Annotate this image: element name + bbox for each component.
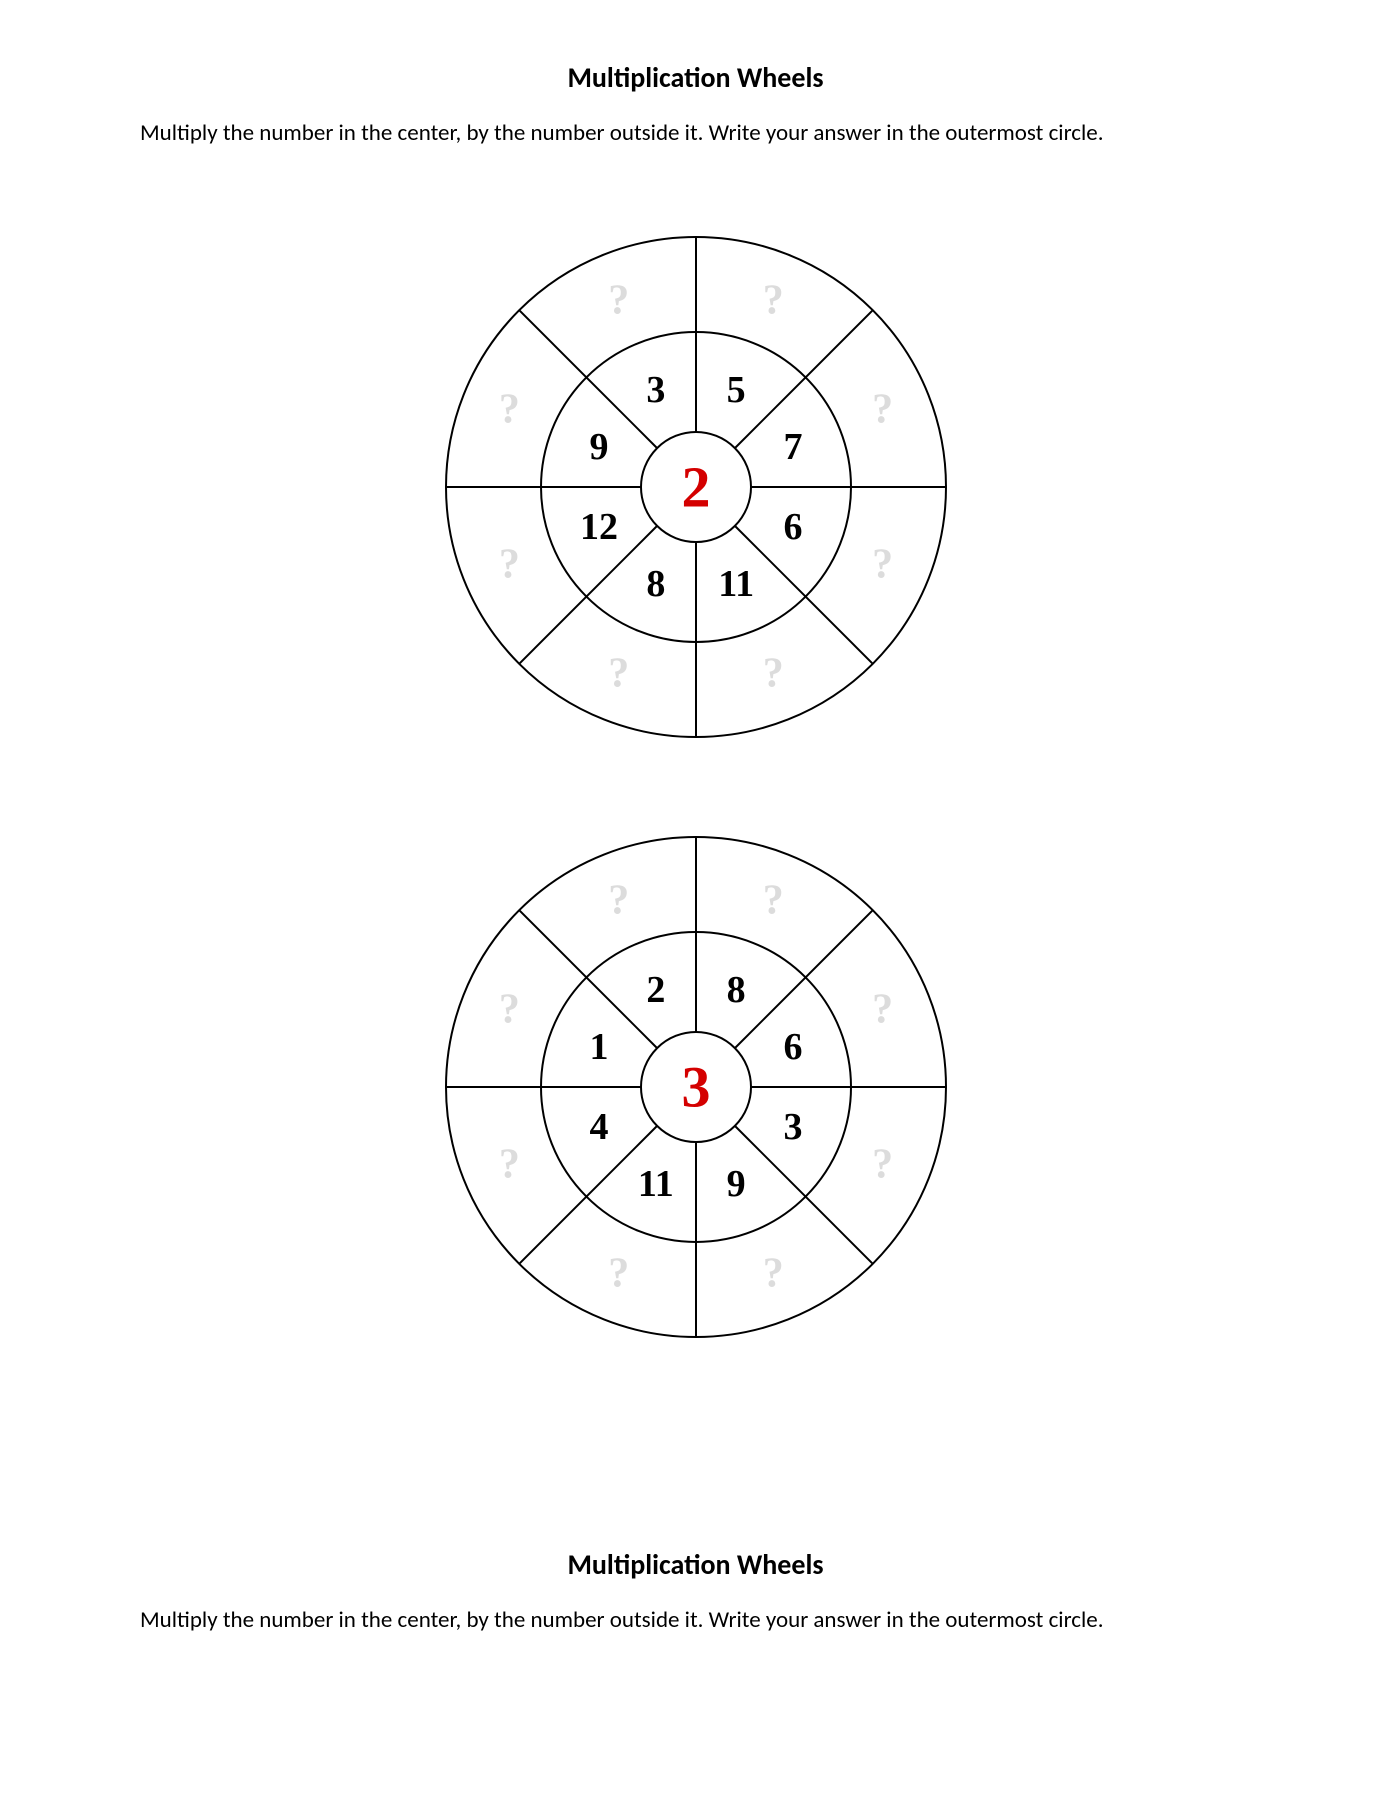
- page-title: Multiplication Wheels: [0, 60, 1391, 95]
- wheel-middle-number: 11: [637, 1163, 673, 1205]
- wheel-middle-number: 12: [579, 506, 617, 548]
- wheel-answer-placeholder: ?: [762, 1251, 783, 1297]
- wheel-answer-placeholder: ?: [498, 541, 519, 587]
- wheel-middle-number: 4: [589, 1106, 608, 1148]
- wheel-answer-placeholder: ?: [498, 387, 519, 433]
- wheel-center-number: 3: [681, 1055, 710, 1120]
- wheel-answer-placeholder: ?: [762, 277, 783, 323]
- wheel-answer-placeholder: ?: [762, 877, 783, 923]
- wheel-answer-placeholder: ?: [498, 1141, 519, 1187]
- page-title-repeat: Multiplication Wheels: [0, 1547, 1391, 1582]
- wheel-middle-number: 6: [783, 506, 802, 548]
- wheel-answer-placeholder: ?: [872, 541, 893, 587]
- wheel-middle-number: 1: [589, 1026, 608, 1068]
- multiplication-wheel-1: 5? 7? 6? 11? 8? 12? 9? 3? 2: [436, 227, 956, 747]
- wheel-middle-number: 8: [726, 969, 745, 1011]
- instructions-repeat: Multiply the number in the center, by th…: [0, 1606, 1391, 1634]
- wheel-middle-number: 6: [783, 1026, 802, 1068]
- wheel-middle-number: 2: [646, 969, 665, 1011]
- wheel-middle-number: 3: [646, 369, 665, 411]
- multiplication-wheel-2: 8? 6? 3? 9? 11? 4? 1? 2? 3: [436, 827, 956, 1347]
- wheel-answer-placeholder: ?: [872, 987, 893, 1033]
- wheel-answer-placeholder: ?: [498, 987, 519, 1033]
- wheel-middle-number: 8: [646, 563, 665, 605]
- wheel-middle-number: 11: [718, 563, 754, 605]
- wheel-answer-placeholder: ?: [872, 1141, 893, 1187]
- wheel-answer-placeholder: ?: [608, 651, 629, 697]
- wheel-answer-placeholder: ?: [608, 877, 629, 923]
- wheel-center-number: 2: [681, 455, 710, 520]
- wheel-answer-placeholder: ?: [872, 387, 893, 433]
- instructions: Multiply the number in the center, by th…: [0, 119, 1391, 147]
- wheel-answer-placeholder: ?: [762, 651, 783, 697]
- wheel-answer-placeholder: ?: [608, 277, 629, 323]
- wheel-middle-number: 7: [783, 426, 802, 468]
- wheels-area: 5? 7? 6? 11? 8? 12? 9? 3? 2 8? 6? 3? 9? 11? 4? 1? 2? 3: [0, 227, 1391, 1347]
- page: Multiplication Wheels Multiply the numbe…: [0, 0, 1391, 1634]
- wheel-answer-placeholder: ?: [608, 1251, 629, 1297]
- wheel-middle-number: 5: [726, 369, 745, 411]
- wheel-middle-number: 9: [589, 426, 608, 468]
- wheel-middle-number: 9: [726, 1163, 745, 1205]
- wheel-middle-number: 3: [783, 1106, 802, 1148]
